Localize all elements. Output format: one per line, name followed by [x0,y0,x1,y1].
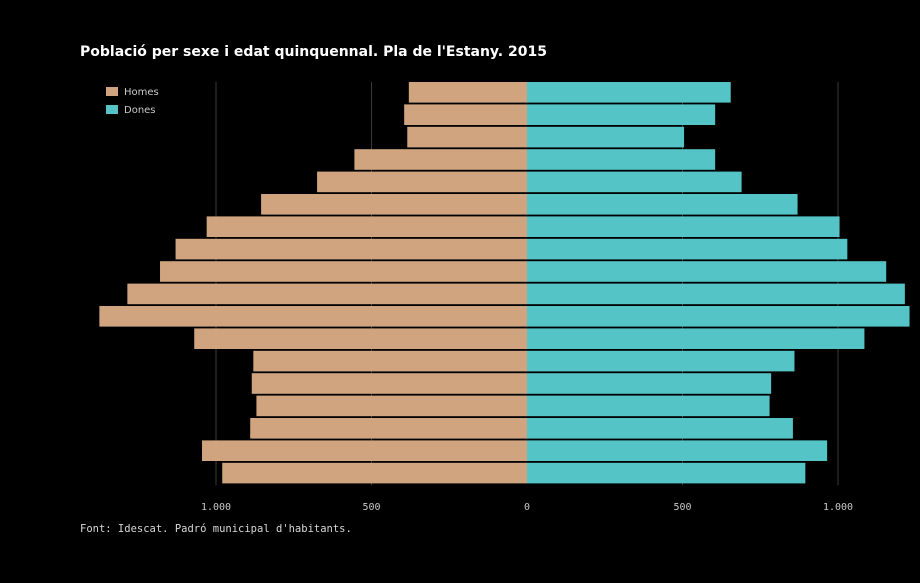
bar-dones [527,238,848,260]
bar-dones [527,418,793,439]
bar-homes [222,462,527,484]
bar-homes [408,82,527,103]
bar-dones [527,306,910,327]
bar-dones [527,171,742,193]
bar-dones [527,104,716,125]
x-tick-label: 1.000 [201,502,231,513]
bar-homes [99,306,527,327]
bar-homes [194,328,528,349]
bar-homes [160,261,527,282]
source-note: Font: Idescat. Padró municipal d'habitan… [80,523,352,535]
legend-swatch-homes [106,87,118,96]
bar-homes [404,104,527,125]
bar-homes [251,373,527,394]
bar-dones [527,373,772,394]
bar-homes [317,171,527,193]
bar-homes [250,418,527,439]
bar-dones [527,328,865,349]
x-tick-label: 500 [673,502,691,513]
bar-homes [256,395,527,417]
bar-homes [127,283,528,305]
bar-dones [527,261,887,282]
legend-swatch-dones [106,105,118,114]
bar-dones [527,440,828,461]
bar-dones [527,350,795,372]
x-tick-label: 500 [362,502,380,513]
x-tick-label: 1.000 [823,502,853,513]
legend-label-dones: Dones [124,105,156,116]
dones-bars [527,82,910,484]
bar-dones [527,283,905,305]
bar-dones [527,149,716,170]
bar-dones [527,462,806,484]
bar-homes [253,350,527,372]
bar-homes [354,149,527,170]
bar-dones [527,216,840,237]
bar-homes [261,194,527,215]
bar-homes [407,126,527,148]
legend: Homes Dones [106,87,159,116]
homes-bars [99,82,528,484]
bar-dones [527,126,685,148]
chart-title: Població per sexe i edat quinquennal. Pl… [80,44,547,60]
bar-homes [206,216,528,237]
x-axis-tick-labels: 1.000 500 0 500 1.000 [201,502,853,513]
legend-label-homes: Homes [124,87,159,98]
x-tick-label: 0 [524,502,530,513]
bar-homes [202,440,527,461]
bar-dones [527,194,798,215]
bar-homes [175,238,527,260]
bar-dones [527,395,770,417]
bar-dones [527,82,731,103]
